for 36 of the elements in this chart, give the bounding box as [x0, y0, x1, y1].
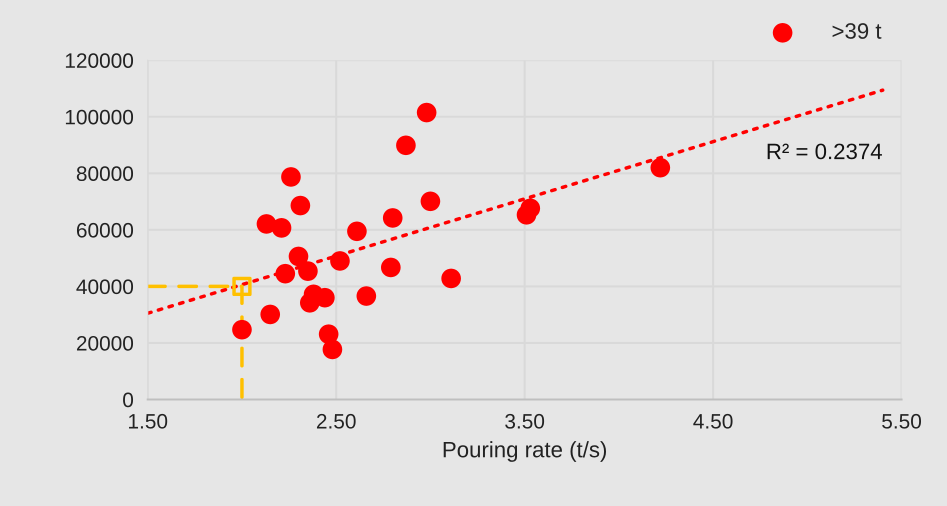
point [232, 276, 252, 296]
point [288, 246, 308, 266]
y-tick-label: 0 [123, 392, 134, 408]
point [650, 158, 670, 178]
point [298, 261, 318, 281]
point [290, 196, 310, 216]
y-tick-label: 80000 [76, 166, 134, 182]
point [441, 268, 461, 288]
legend-label: >39 t [832, 23, 882, 39]
x-axis-title: Pouring rate (t/s) [444, 441, 606, 462]
point [356, 286, 376, 306]
point [272, 218, 292, 238]
annotation: R² = 0.2374 [768, 144, 882, 160]
point [396, 135, 416, 156]
point [416, 102, 436, 122]
point [330, 251, 350, 271]
point [382, 208, 403, 228]
point [275, 264, 296, 284]
point [347, 221, 367, 242]
point [322, 340, 342, 360]
x-tick-label: 5.50 [882, 414, 922, 429]
point [260, 304, 280, 324]
point [381, 258, 401, 278]
point [516, 205, 536, 225]
y-tick-label: 120000 [66, 53, 134, 68]
y-tick-label: 40000 [76, 279, 134, 294]
point [420, 191, 440, 212]
x-tick-label: 1.50 [129, 414, 168, 429]
point [281, 167, 301, 187]
y-tick-label: 60000 [76, 222, 134, 238]
x-tick-label: 4.50 [693, 414, 733, 429]
x-tick-label: 2.50 [316, 414, 356, 429]
y-tick-label: 20000 [76, 336, 134, 351]
y-tick-label: 100000 [66, 110, 134, 125]
x-tick-label: 3.50 [505, 414, 544, 429]
point [232, 320, 252, 340]
